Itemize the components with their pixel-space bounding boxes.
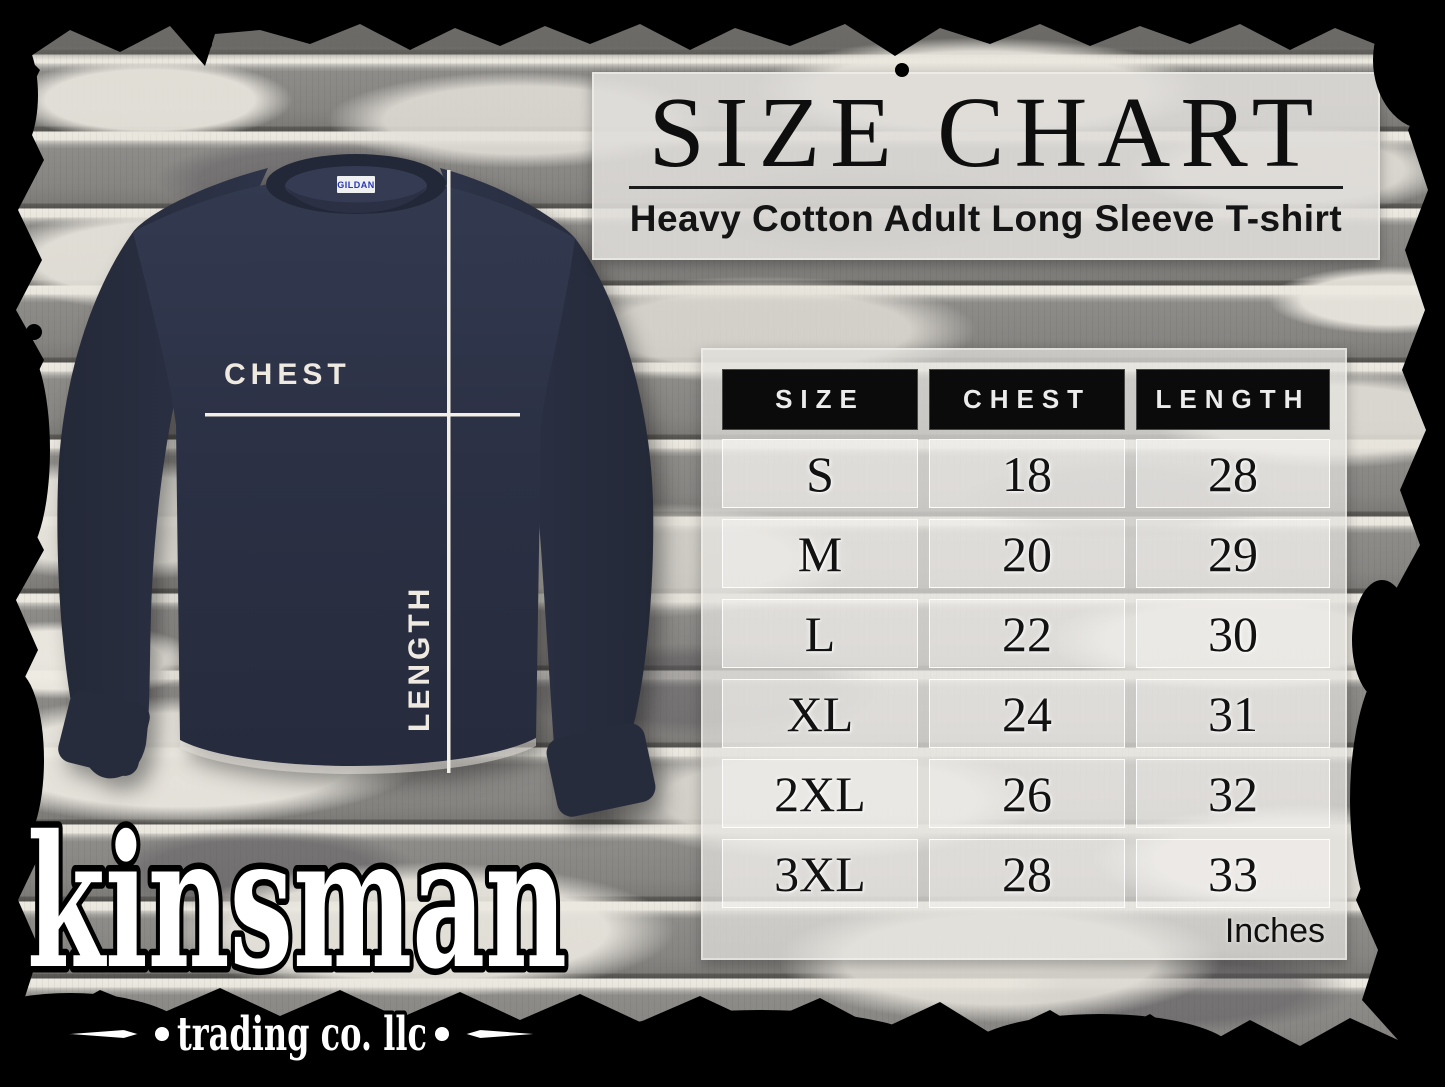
length-cell: 28 — [1136, 439, 1330, 508]
collar-tag-text: GILDAN — [337, 180, 375, 190]
chest-cell: 26 — [929, 759, 1125, 828]
chest-cell: 24 — [929, 679, 1125, 748]
size-chart-header-panel: SIZE CHART Heavy Cotton Adult Long Sleev… — [592, 72, 1380, 260]
table-header-row: SIZE CHEST LENGTH — [722, 369, 1330, 430]
table-row: XL 24 31 — [722, 679, 1330, 748]
length-cell: 33 — [1136, 839, 1330, 908]
size-cell: 3XL — [722, 839, 918, 908]
table-row: M 20 29 — [722, 519, 1330, 588]
size-cell: 2XL — [722, 759, 918, 828]
page-title: SIZE CHART — [648, 76, 1324, 188]
units-note: Inches — [1224, 912, 1325, 950]
table-row: 2XL 26 32 — [722, 759, 1330, 828]
brand-name: kinsman — [27, 795, 567, 1009]
chest-line — [205, 413, 520, 417]
size-table-panel: SIZE CHEST LENGTH S 18 28 M 20 29 L 22 3… — [701, 348, 1347, 960]
length-cell: 31 — [1136, 679, 1330, 748]
chest-cell: 18 — [929, 439, 1125, 508]
brand-logo: kinsman trading co. llc — [21, 789, 577, 1066]
column-header-chest: CHEST — [929, 369, 1125, 430]
length-cell: 29 — [1136, 519, 1330, 588]
chest-cell: 22 — [929, 599, 1125, 668]
chest-cell: 28 — [929, 839, 1125, 908]
column-header-length: LENGTH — [1136, 369, 1330, 430]
long-sleeve-shirt-illustration: GILDAN — [57, 154, 656, 817]
product-subtitle: Heavy Cotton Adult Long Sleeve T-shirt — [629, 198, 1343, 240]
shirt-body — [133, 175, 575, 767]
table-row: S 18 28 — [722, 439, 1330, 508]
column-header-size: SIZE — [722, 369, 918, 430]
size-cell: M — [722, 519, 918, 588]
tagline-ornament-right — [429, 1021, 577, 1047]
length-measure-label: LENGTH — [403, 584, 436, 732]
length-line — [447, 170, 451, 773]
chest-cell: 20 — [929, 519, 1125, 588]
brand-tagline: trading co. llc — [177, 1007, 427, 1062]
tagline-ornament-left — [27, 1021, 175, 1047]
length-cell: 32 — [1136, 759, 1330, 828]
length-cell: 30 — [1136, 599, 1330, 668]
chest-measure-label: CHEST — [224, 358, 351, 391]
table-row: 3XL 28 33 — [722, 839, 1330, 908]
size-cell: XL — [722, 679, 918, 748]
table-row: L 22 30 — [722, 599, 1330, 668]
size-cell: L — [722, 599, 918, 668]
size-cell: S — [722, 439, 918, 508]
